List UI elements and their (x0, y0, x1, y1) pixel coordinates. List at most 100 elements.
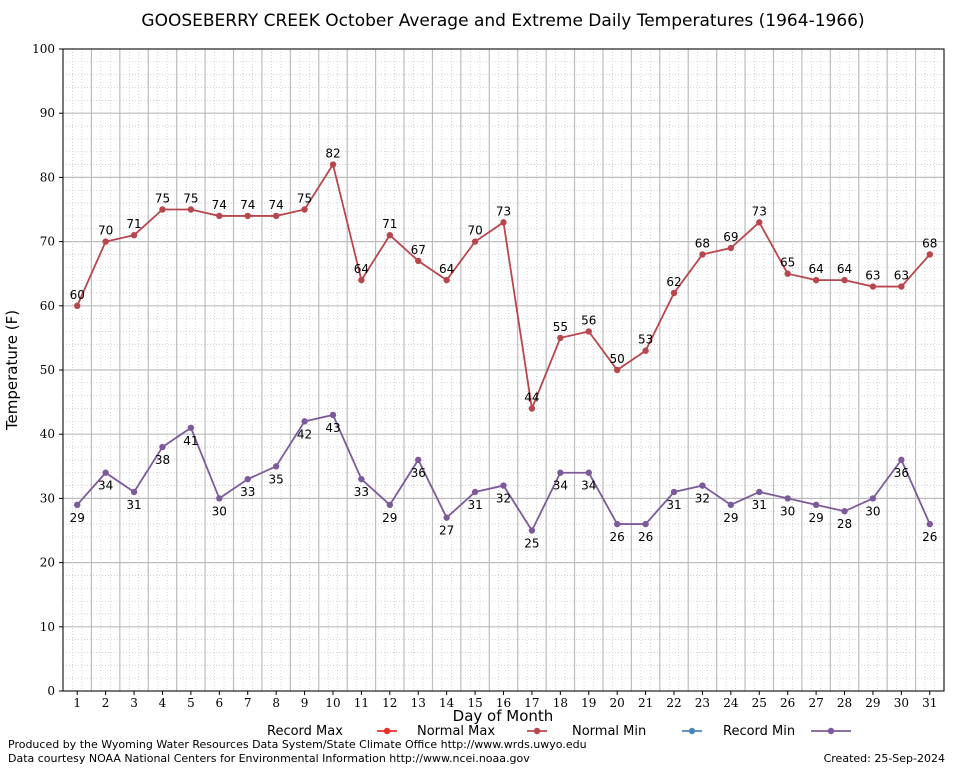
data-label: 33 (354, 485, 369, 499)
data-point (699, 482, 706, 489)
data-point (415, 456, 422, 464)
x-tick-label: 12 (382, 696, 397, 710)
data-point (898, 283, 905, 290)
x-tick-label: 6 (215, 696, 223, 710)
x-tick-label: 16 (496, 696, 511, 710)
data-point (642, 520, 649, 528)
data-point (585, 469, 592, 476)
x-tick-label: 31 (922, 696, 937, 710)
chart-title: GOOSEBERRY CREEK October Average and Ext… (141, 11, 864, 31)
data-label: 65 (780, 256, 795, 270)
data-point (471, 488, 479, 496)
legend-swatch-marker (688, 727, 696, 735)
data-label: 67 (411, 243, 426, 257)
data-point (557, 334, 564, 342)
x-tick-label: 15 (467, 696, 482, 710)
x-tick-label: 13 (411, 696, 426, 710)
data-label: 82 (325, 147, 340, 161)
y-tick-label: 0 (47, 684, 55, 698)
data-point (187, 424, 195, 431)
data-label: 34 (553, 479, 568, 493)
data-point (386, 501, 394, 509)
data-label: 62 (666, 275, 681, 289)
data-point (130, 488, 138, 496)
data-label: 34 (581, 479, 596, 493)
data-label: 50 (610, 352, 625, 366)
x-tick-label: 20 (610, 696, 625, 710)
data-label: 29 (382, 511, 397, 525)
data-label: 55 (553, 320, 568, 334)
x-tick-label: 19 (581, 696, 596, 710)
data-point (756, 219, 763, 226)
data-point (670, 289, 678, 297)
data-label: 64 (808, 262, 823, 276)
x-tick-label: 3 (130, 696, 138, 710)
data-label: 36 (894, 466, 909, 480)
x-axis: 1 2 3 4 5 6 7 8 9 10 11 12 13 14 15 16 17 18 19 20 21 22 23 24 2… (73, 691, 937, 710)
y-tick-label: 10 (40, 620, 55, 634)
data-label: 70 (467, 224, 482, 238)
grid (62, 48, 945, 692)
data-point (869, 495, 877, 502)
x-tick-label: 25 (752, 696, 767, 710)
data-label: 71 (382, 217, 397, 231)
data-point (443, 514, 450, 521)
credit-line-1: Produced by the Wyoming Water Resources … (8, 738, 587, 751)
y-tick-label: 30 (40, 491, 55, 505)
x-tick-label: 30 (894, 696, 909, 710)
x-axis-label: Day of Month (453, 707, 554, 725)
x-tick-label: 22 (666, 696, 681, 710)
data-point (727, 244, 735, 252)
data-point (756, 488, 763, 496)
data-point (926, 251, 933, 258)
x-tick-label: 17 (524, 696, 539, 710)
data-point (812, 276, 820, 284)
legend-swatch-marker (827, 727, 835, 735)
data-point (585, 328, 592, 335)
x-tick-label: 14 (439, 696, 455, 710)
legend-label: Normal Max (417, 724, 495, 739)
data-point (500, 482, 507, 489)
data-point (869, 283, 877, 290)
data-label: 63 (865, 269, 880, 283)
x-tick-label: 8 (272, 696, 280, 710)
data-label: 41 (183, 434, 198, 448)
data-point (329, 161, 337, 168)
data-label: 30 (780, 504, 795, 518)
data-label: 29 (70, 511, 85, 525)
data-point (272, 212, 280, 220)
data-point (159, 206, 166, 213)
data-point (670, 488, 678, 496)
data-label: 30 (212, 504, 227, 518)
data-label: 73 (496, 204, 511, 218)
data-label: 38 (155, 453, 170, 467)
y-tick-label: 90 (40, 106, 55, 120)
series-group: 60 70 71 75 75 74 74 74 75 82 64 71 67 64 70 73 44 55 56 50… (70, 147, 938, 551)
data-point (926, 520, 933, 528)
data-point (102, 469, 109, 476)
y-tick-label: 20 (40, 556, 55, 570)
legend-label: Record Min (723, 724, 795, 739)
data-point (358, 475, 365, 483)
y-axis: 0 10 20 30 40 50 60 70 80 90 100 (32, 42, 63, 698)
data-label: 28 (837, 517, 852, 531)
data-label: 64 (837, 262, 852, 276)
data-label: 75 (183, 192, 198, 206)
legend-swatch-marker (533, 727, 541, 735)
x-tick-label: 4 (159, 696, 167, 710)
data-point (898, 456, 905, 464)
data-point (216, 212, 223, 220)
data-point (244, 475, 251, 483)
data-label: 64 (439, 262, 454, 276)
data-point (159, 443, 166, 451)
data-point (244, 212, 251, 220)
data-label: 60 (70, 288, 85, 302)
data-label: 64 (354, 262, 369, 276)
data-label: 34 (98, 479, 113, 493)
data-label: 25 (524, 537, 539, 551)
y-tick-label: 40 (40, 427, 55, 441)
data-label: 69 (723, 230, 738, 244)
data-point (386, 231, 394, 239)
legend-label: Record Max (267, 724, 343, 739)
